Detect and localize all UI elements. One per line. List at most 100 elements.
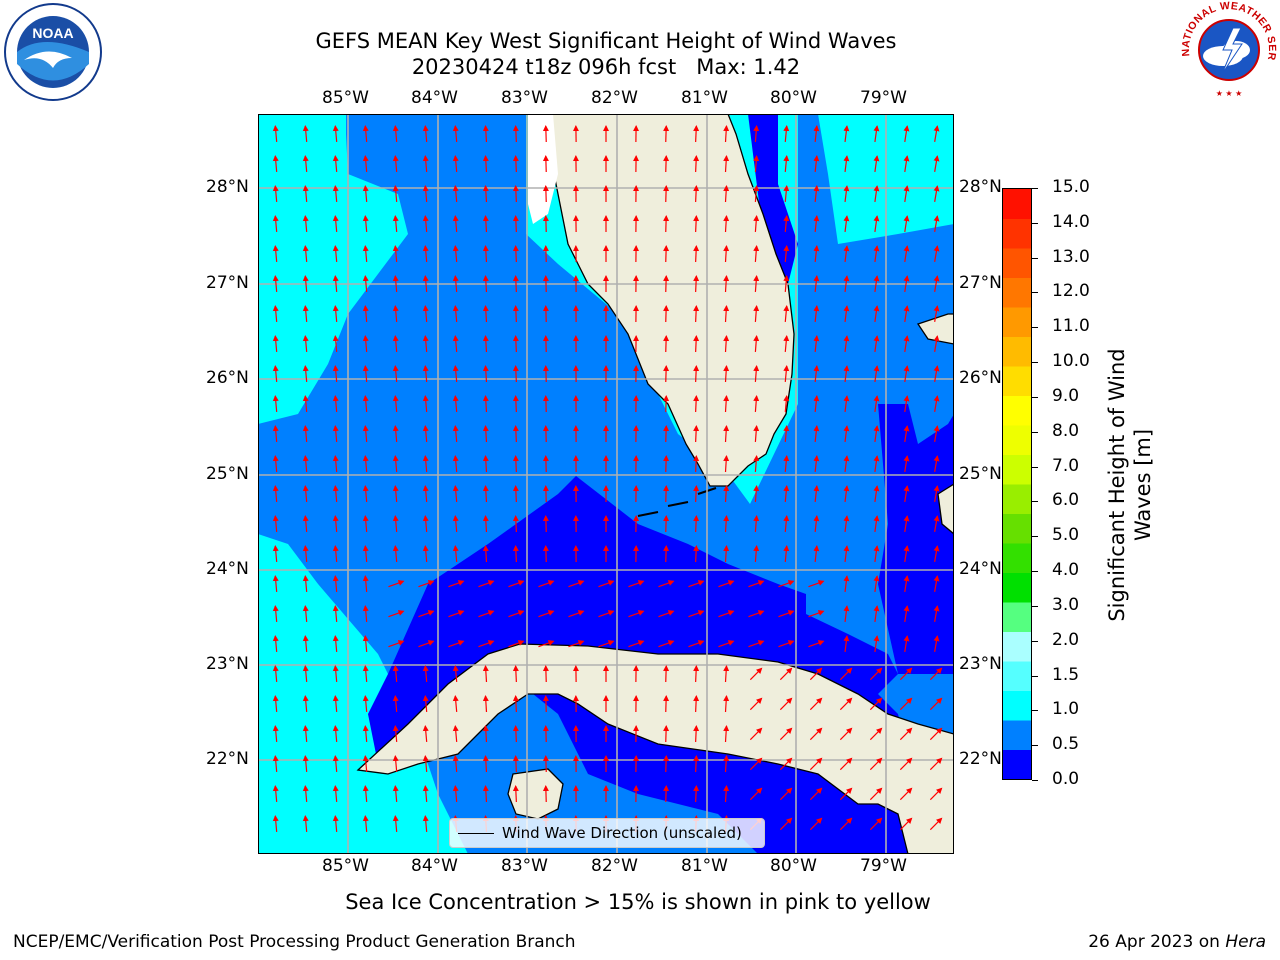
wave-direction-arrow <box>272 815 279 833</box>
wave-direction-arrow <box>332 755 339 773</box>
wave-direction-arrow <box>422 545 429 563</box>
wave-direction-arrow <box>422 815 429 833</box>
wave-direction-arrow <box>302 365 309 383</box>
wave-direction-arrow <box>723 215 730 233</box>
wave-direction-arrow <box>512 185 519 203</box>
wave-direction-arrow <box>392 485 399 503</box>
wave-direction-arrow <box>658 580 675 588</box>
wave-direction-arrow <box>332 305 339 323</box>
colorbar-tick-label: 8.0 <box>1052 420 1080 441</box>
lat-tick-left-24n: 24°N <box>206 559 249 579</box>
wave-direction-arrow <box>903 485 910 502</box>
colorbar-tick-label: 10.0 <box>1052 351 1090 372</box>
wave-direction-arrow <box>748 580 765 588</box>
colorbar-tick-mark <box>1032 571 1038 573</box>
wave-direction-arrow <box>693 245 700 263</box>
svg-text:NOAA: NOAA <box>32 25 73 41</box>
wave-direction-arrow <box>422 755 429 773</box>
colorbar-tick-mark <box>1032 257 1038 259</box>
wave-direction-arrow <box>362 605 369 623</box>
wave-direction-arrow <box>723 545 730 563</box>
colorbar-segment <box>1003 248 1031 278</box>
wave-direction-arrow <box>422 695 429 713</box>
wave-direction-arrow <box>723 485 730 503</box>
wave-direction-arrow <box>839 697 853 711</box>
wave-direction-arrow <box>422 155 429 173</box>
wave-direction-arrow <box>512 665 519 683</box>
wind-wave-arrows <box>272 125 943 833</box>
wave-direction-arrow <box>808 580 825 588</box>
colorbar-tick-label: 6.0 <box>1052 490 1080 511</box>
colorbar-tick-label: 0.0 <box>1052 769 1080 789</box>
wave-direction-arrow <box>813 335 820 353</box>
wave-direction-arrow <box>508 580 525 588</box>
wave-direction-arrow <box>512 125 519 143</box>
wave-direction-arrow <box>779 787 793 801</box>
wave-direction-arrow <box>422 725 429 743</box>
wave-direction-arrow <box>482 755 489 773</box>
wave-direction-arrow <box>903 545 910 562</box>
wave-direction-arrow <box>512 395 519 413</box>
colorbar-segment <box>1003 661 1031 691</box>
wave-direction-arrow <box>272 635 279 653</box>
wave-direction-arrow <box>272 125 279 143</box>
wave-direction-arrow <box>362 275 369 293</box>
wave-direction-arrow <box>873 455 880 473</box>
wave-direction-arrow <box>362 725 369 743</box>
wave-direction-arrow <box>753 365 760 383</box>
wave-direction-arrow <box>693 215 700 233</box>
lon-tick-bottom-85w: 85°W <box>322 856 369 876</box>
colorbar-tick-label: 13.0 <box>1052 246 1090 267</box>
wave-direction-arrow <box>362 155 369 173</box>
colorbar-tick-mark <box>1032 362 1038 364</box>
wave-direction-arrow <box>808 610 825 618</box>
wave-direction-arrow <box>873 485 880 503</box>
isla-juventud <box>507 768 564 820</box>
wave-direction-arrow <box>903 605 910 622</box>
wave-direction-arrow <box>658 610 675 618</box>
wave-direction-arrow <box>693 365 700 383</box>
wave-direction-arrow <box>302 395 309 413</box>
wave-direction-arrow <box>783 125 790 143</box>
wave-direction-arrow <box>512 785 519 803</box>
wave-direction-arrow <box>302 125 309 143</box>
lat-tick-right-24n: 24°N <box>959 559 1002 579</box>
wave-direction-arrow <box>512 245 519 263</box>
wave-direction-arrow <box>929 667 943 681</box>
wave-direction-arrow <box>302 155 309 173</box>
wave-direction-arrow <box>783 305 790 323</box>
wave-direction-arrow <box>723 395 730 413</box>
wave-direction-arrow <box>538 640 555 648</box>
lon-tick-bottom-83w: 83°W <box>501 856 548 876</box>
wave-direction-arrow <box>512 425 519 443</box>
wave-direction-arrow <box>482 185 489 203</box>
wave-direction-arrow <box>362 245 369 263</box>
wave-direction-arrow <box>272 695 279 713</box>
wave-direction-arrow <box>843 275 850 293</box>
wave-direction-arrow <box>512 305 519 323</box>
wave-direction-arrow <box>813 395 820 413</box>
colorbar-tick-mark <box>1032 710 1038 712</box>
wave-direction-arrow <box>332 155 339 173</box>
wave-direction-arrow <box>452 455 459 473</box>
wave-direction-arrow <box>302 485 309 503</box>
wave-direction-arrow <box>778 580 795 588</box>
wave-direction-arrow <box>813 515 820 533</box>
lat-tick-right-22n: 22°N <box>959 749 1002 769</box>
coastal-gap <box>528 114 558 224</box>
wave-direction-arrow <box>869 787 883 801</box>
wave-direction-arrow <box>362 395 369 413</box>
map-legend: Wind Wave Direction (unscaled) <box>449 818 765 848</box>
wave-direction-arrow <box>749 787 763 801</box>
wave-direction-arrow <box>452 665 459 683</box>
wave-direction-arrow <box>332 545 339 563</box>
wave-direction-arrow <box>843 125 850 143</box>
wave-direction-arrow <box>903 425 910 442</box>
wave-direction-arrow <box>903 455 910 472</box>
wave-direction-arrow <box>813 365 820 383</box>
wave-direction-arrow <box>362 515 369 533</box>
wave-direction-arrow <box>843 575 850 593</box>
wave-direction-arrow <box>452 695 459 713</box>
colorbar-tick-label: 11.0 <box>1052 316 1090 337</box>
wave-direction-arrow <box>302 275 309 293</box>
